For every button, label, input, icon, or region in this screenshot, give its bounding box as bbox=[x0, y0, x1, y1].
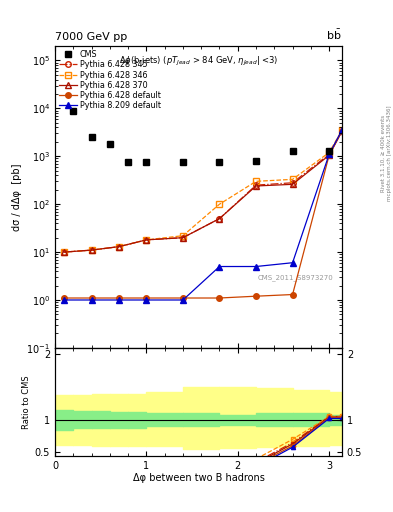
Pythia 8.209 default bbox=[62, 297, 66, 303]
Pythia 6.428 345 bbox=[117, 244, 121, 250]
Pythia 6.428 default bbox=[340, 128, 344, 134]
Pythia 6.428 default bbox=[144, 295, 149, 301]
Pythia 6.428 default bbox=[89, 295, 94, 301]
Pythia 8.209 default bbox=[253, 264, 258, 270]
CMS bbox=[180, 159, 185, 165]
Pythia 6.428 370 bbox=[217, 216, 222, 222]
Pythia 6.428 370 bbox=[340, 129, 344, 135]
Y-axis label: Ratio to CMS: Ratio to CMS bbox=[22, 375, 31, 429]
Pythia 8.209 default bbox=[340, 127, 344, 133]
CMS bbox=[107, 141, 112, 147]
Pythia 6.428 default bbox=[217, 295, 222, 301]
Pythia 6.428 345 bbox=[340, 128, 344, 134]
CMS bbox=[144, 159, 149, 165]
Pythia 6.428 346 bbox=[144, 237, 149, 243]
Text: $\Delta\phi$(b-jets) ($pT_{Jead}$ > 84 GeV, $\eta_{Jead}$| <3): $\Delta\phi$(b-jets) ($pT_{Jead}$ > 84 G… bbox=[119, 55, 278, 68]
Line: Pythia 8.209 default: Pythia 8.209 default bbox=[61, 127, 345, 303]
Pythia 6.428 345 bbox=[327, 151, 331, 157]
Pythia 6.428 default bbox=[327, 152, 331, 158]
CMS bbox=[253, 158, 258, 164]
Pythia 6.428 346 bbox=[89, 247, 94, 253]
Pythia 6.428 default bbox=[290, 291, 295, 297]
Line: Pythia 6.428 346: Pythia 6.428 346 bbox=[61, 127, 345, 255]
CMS bbox=[290, 148, 295, 154]
Pythia 6.428 default bbox=[180, 295, 185, 301]
Pythia 6.428 345 bbox=[253, 182, 258, 188]
Pythia 6.428 346 bbox=[117, 244, 121, 250]
CMS bbox=[327, 148, 331, 154]
Legend: CMS, Pythia 6.428 345, Pythia 6.428 346, Pythia 6.428 370, Pythia 6.428 default,: CMS, Pythia 6.428 345, Pythia 6.428 346,… bbox=[57, 49, 163, 112]
Pythia 6.428 345 bbox=[217, 216, 222, 222]
CMS bbox=[217, 159, 222, 165]
Pythia 6.428 370 bbox=[180, 234, 185, 241]
Pythia 8.209 default bbox=[290, 260, 295, 266]
Text: b$\bar{\rm b}$: b$\bar{\rm b}$ bbox=[327, 27, 342, 41]
Pythia 6.428 345 bbox=[290, 180, 295, 186]
Text: mcplots.cern.ch [arXiv:1306.3436]: mcplots.cern.ch [arXiv:1306.3436] bbox=[387, 106, 391, 201]
Pythia 6.428 345 bbox=[144, 237, 149, 243]
Pythia 8.209 default bbox=[144, 297, 149, 303]
Pythia 6.428 370 bbox=[117, 244, 121, 250]
Pythia 6.428 default bbox=[62, 295, 66, 301]
Text: Rivet 3.1.10, ≥ 400k events: Rivet 3.1.10, ≥ 400k events bbox=[381, 115, 386, 192]
Pythia 6.428 345 bbox=[89, 247, 94, 253]
Pythia 8.209 default bbox=[117, 297, 121, 303]
Pythia 6.428 default bbox=[117, 295, 121, 301]
CMS bbox=[89, 134, 94, 140]
X-axis label: Δφ between two B hadrons: Δφ between two B hadrons bbox=[132, 473, 264, 483]
Pythia 6.428 345 bbox=[62, 249, 66, 255]
Text: 7000 GeV pp: 7000 GeV pp bbox=[55, 32, 127, 41]
Pythia 6.428 346 bbox=[253, 178, 258, 184]
Line: Pythia 6.428 370: Pythia 6.428 370 bbox=[61, 129, 345, 255]
Pythia 6.428 346 bbox=[217, 201, 222, 207]
Pythia 8.209 default bbox=[89, 297, 94, 303]
CMS bbox=[71, 108, 75, 114]
Line: Pythia 6.428 345: Pythia 6.428 345 bbox=[61, 128, 345, 255]
CMS bbox=[126, 159, 130, 165]
Pythia 6.428 346 bbox=[62, 249, 66, 255]
Line: Pythia 6.428 default: Pythia 6.428 default bbox=[61, 128, 345, 301]
Pythia 6.428 370 bbox=[327, 152, 331, 158]
Line: CMS: CMS bbox=[70, 107, 332, 166]
Pythia 6.428 346 bbox=[290, 176, 295, 182]
Pythia 8.209 default bbox=[217, 264, 222, 270]
Pythia 8.209 default bbox=[180, 297, 185, 303]
Pythia 6.428 345 bbox=[180, 234, 185, 241]
Pythia 6.428 default bbox=[253, 293, 258, 300]
Y-axis label: dσ / dΔφ  [pb]: dσ / dΔφ [pb] bbox=[12, 163, 22, 231]
Pythia 6.428 370 bbox=[144, 237, 149, 243]
Text: CMS_2011_S8973270: CMS_2011_S8973270 bbox=[257, 275, 333, 282]
Pythia 6.428 346 bbox=[327, 150, 331, 156]
Pythia 6.428 370 bbox=[62, 249, 66, 255]
Pythia 6.428 346 bbox=[180, 232, 185, 239]
Pythia 6.428 346 bbox=[340, 127, 344, 133]
Pythia 8.209 default bbox=[327, 151, 331, 157]
Pythia 6.428 370 bbox=[253, 183, 258, 189]
Pythia 6.428 370 bbox=[89, 247, 94, 253]
Pythia 6.428 370 bbox=[290, 181, 295, 187]
